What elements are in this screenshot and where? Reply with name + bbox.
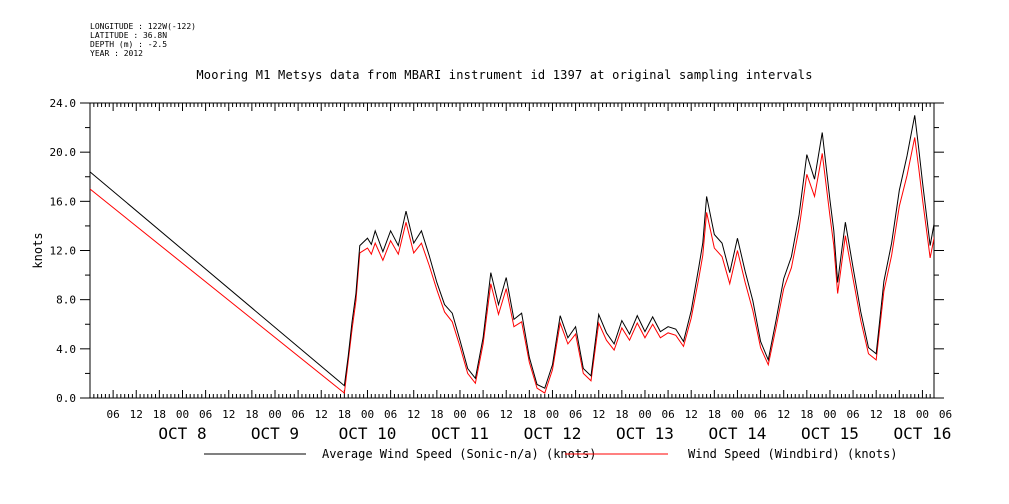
day-label: OCT 12 — [524, 424, 582, 443]
plot-frame — [89, 102, 935, 399]
day-label: OCT 11 — [431, 424, 489, 443]
hour-tick-label: 00 — [453, 408, 466, 421]
legend-label-sonic: Average Wind Speed (Sonic-n/a) (knots) — [322, 447, 597, 461]
day-label: OCT 16 — [894, 424, 952, 443]
y-tick-label: 4.0 — [56, 343, 76, 356]
hour-tick-label: 18 — [893, 408, 906, 421]
series-line-windbird — [90, 137, 934, 395]
series-line-sonic — [90, 115, 934, 389]
y-tick-label: 12.0 — [50, 245, 77, 258]
hour-tick-label: 18 — [800, 408, 813, 421]
legend-group: Average Wind Speed (Sonic-n/a) (knots) Wi… — [204, 447, 898, 461]
hour-tick-label: 06 — [384, 408, 397, 421]
hour-tick-label: 12 — [777, 408, 790, 421]
hour-tick-label: 18 — [615, 408, 628, 421]
chart-title: Mooring M1 Metsys data from MBARI instru… — [196, 68, 813, 82]
hour-tick-label: 18 — [523, 408, 536, 421]
hour-tick-label: 06 — [476, 408, 489, 421]
y-axis-label: knots — [31, 232, 45, 268]
hour-tick-label: 00 — [916, 408, 929, 421]
hour-tick-label: 12 — [407, 408, 420, 421]
y-tick-label: 8.0 — [56, 294, 76, 307]
hour-tick-label: 18 — [153, 408, 166, 421]
legend-label-windbird: Wind Speed (Windbird) (knots) — [688, 447, 898, 461]
hour-tick-label: 06 — [939, 408, 952, 421]
day-label: OCT 15 — [801, 424, 859, 443]
hour-tick-label: 12 — [222, 408, 235, 421]
hour-tick-label: 06 — [569, 408, 582, 421]
hour-tick-label: 00 — [638, 408, 651, 421]
hour-tick-label: 12 — [315, 408, 328, 421]
hour-tick-label: 00 — [268, 408, 281, 421]
hour-tick-label: 06 — [199, 408, 212, 421]
hour-tick-label: 06 — [846, 408, 859, 421]
latitude-text: LATITUDE : 36.8N — [90, 31, 168, 40]
metadata-block: LONGITUDE : 122W(-122) LATITUDE : 36.8N … — [90, 22, 196, 58]
depth-text: DEPTH (m) : -2.5 — [90, 40, 168, 49]
hour-tick-label: 06 — [106, 408, 119, 421]
hour-tick-label: 06 — [754, 408, 767, 421]
hour-tick-label: 12 — [592, 408, 605, 421]
hour-tick-label: 12 — [130, 408, 143, 421]
hour-tick-label: 12 — [870, 408, 883, 421]
hour-tick-label: 12 — [685, 408, 698, 421]
hour-tick-label: 18 — [430, 408, 443, 421]
day-label: OCT 14 — [709, 424, 767, 443]
hour-tick-label: 00 — [546, 408, 559, 421]
hour-tick-label: 00 — [361, 408, 374, 421]
series-group — [90, 115, 934, 395]
y-tick-label: 24.0 — [50, 97, 77, 110]
hour-tick-label: 00 — [731, 408, 744, 421]
hour-tick-label: 00 — [823, 408, 836, 421]
hour-tick-label: 00 — [176, 408, 189, 421]
year-text: YEAR : 2012 — [90, 49, 143, 58]
hour-tick-label: 06 — [291, 408, 304, 421]
hour-tick-label: 18 — [338, 408, 351, 421]
y-tick-label: 16.0 — [50, 195, 77, 208]
y-tick-label: 0.0 — [56, 392, 76, 405]
hour-tick-label: 06 — [661, 408, 674, 421]
day-label: OCT 9 — [251, 424, 299, 443]
hour-tick-label: 12 — [500, 408, 513, 421]
longitude-text: LONGITUDE : 122W(-122) — [90, 22, 196, 31]
y-tick-label: 20.0 — [50, 146, 77, 159]
hour-tick-label: 18 — [245, 408, 258, 421]
hour-tick-label: 18 — [708, 408, 721, 421]
day-label: OCT 13 — [616, 424, 674, 443]
labels-group: 0.0 4.0 8.0 12.0 16.0 20.0 24.0 06 12 18 00 06 12 18 0… — [31, 97, 952, 443]
day-label: OCT 8 — [158, 424, 206, 443]
day-label: OCT 10 — [339, 424, 397, 443]
axes-group — [80, 102, 944, 399]
